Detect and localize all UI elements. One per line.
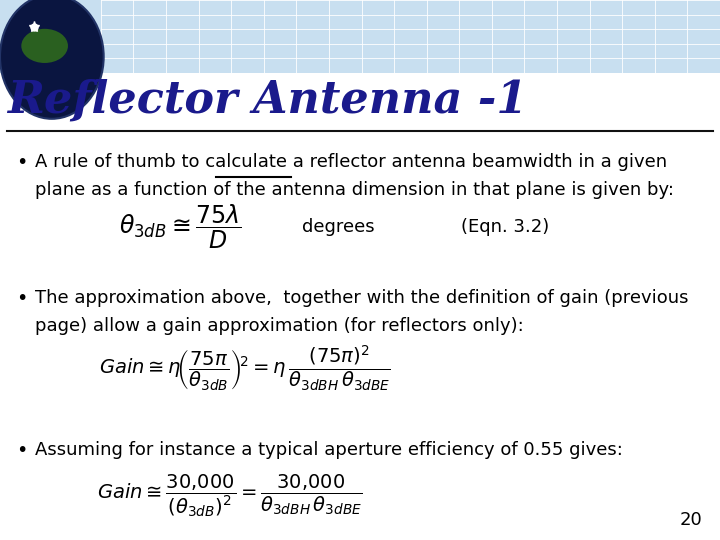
Text: $\mathit{Gain} \cong \dfrac{30{,}000}{(\theta_{3dB})^{2}} = \dfrac{30{,}000}{\th: $\mathit{Gain} \cong \dfrac{30{,}000}{(\… <box>97 472 364 518</box>
Text: (Eqn. 3.2): (Eqn. 3.2) <box>461 218 549 236</box>
Text: The approximation above,  together with the definition of gain (previous: The approximation above, together with t… <box>35 289 688 307</box>
Ellipse shape <box>22 29 68 63</box>
Text: plane as a function of the antenna dimension in that plane is given by:: plane as a function of the antenna dimen… <box>35 181 674 199</box>
Ellipse shape <box>0 0 104 119</box>
Text: degrees: degrees <box>302 218 375 236</box>
Text: •: • <box>16 441 27 460</box>
Text: page) allow a gain approximation (for reflectors only):: page) allow a gain approximation (for re… <box>35 317 523 335</box>
Bar <box>0 0 720 73</box>
Text: Assuming for instance a typical aperture efficiency of 0.55 gives:: Assuming for instance a typical aperture… <box>35 441 622 459</box>
Text: A rule of thumb to calculate a reflector antenna beamwidth in a given: A rule of thumb to calculate a reflector… <box>35 153 667 171</box>
Text: •: • <box>16 153 27 172</box>
Text: $\mathit{Gain} \cong \eta\!\left(\dfrac{75\pi}{\theta_{3dB}}\right)^{\!2} = \eta: $\mathit{Gain} \cong \eta\!\left(\dfrac{… <box>99 343 391 393</box>
Text: $\theta_{3dB} \cong \dfrac{75\lambda}{D}$: $\theta_{3dB} \cong \dfrac{75\lambda}{D}… <box>119 202 241 251</box>
Text: Reflector Antenna -1: Reflector Antenna -1 <box>7 78 528 122</box>
Text: •: • <box>16 289 27 308</box>
Text: 20: 20 <box>679 511 702 529</box>
